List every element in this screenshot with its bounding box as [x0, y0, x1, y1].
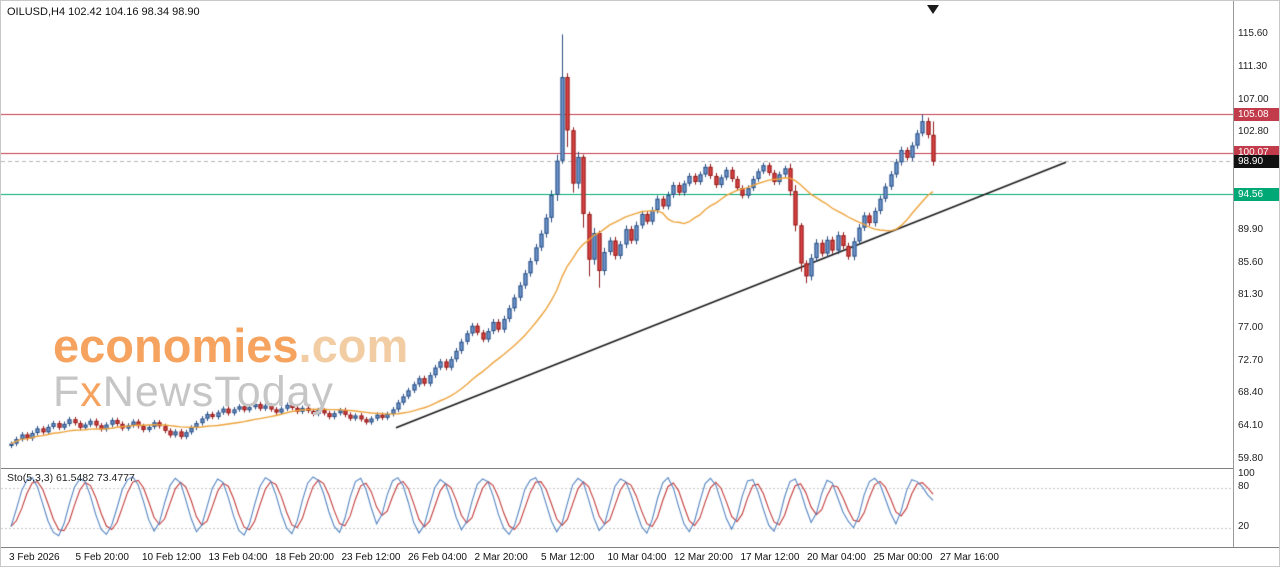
watermark-tagline: FxNewsToday — [53, 370, 408, 415]
watermark-brand: economies.com — [53, 321, 408, 370]
stoch-scale-label: 80 — [1238, 481, 1250, 493]
price-tick-label: 68.40 — [1238, 387, 1264, 399]
price-tick-label: 72.70 — [1238, 354, 1264, 366]
time-tick-label: 26 Feb 04:00 — [408, 552, 467, 563]
price-tick-label: 111.30 — [1238, 61, 1268, 73]
time-tick-label: 5 Feb 20:00 — [75, 552, 129, 563]
time-tick-label: 5 Mar 12:00 — [541, 552, 595, 563]
stoch-scale-label: 20 — [1238, 520, 1250, 532]
watermark-tagline-x: x — [80, 368, 103, 417]
stochastic-panel[interactable]: Sto(5,3,3) 61.5482 73.4777 — [1, 468, 1233, 548]
watermark-brand-suffix: .com — [298, 319, 409, 372]
watermark-tagline-rest: NewsToday — [102, 368, 335, 417]
price-badge: 98.90 — [1234, 154, 1279, 168]
time-axis[interactable]: 3 Feb 2026 5 Feb 20:00 10 Feb 12:00 13 Feb … — [1, 547, 1279, 566]
price-tick-label: 115.60 — [1238, 28, 1268, 40]
watermark-brand-main: economies — [53, 319, 299, 372]
time-tick-label: 20 Mar 04:00 — [807, 552, 866, 563]
price-tick-label: 77.00 — [1238, 322, 1264, 334]
time-tick-label: 12 Mar 20:00 — [674, 552, 733, 563]
time-tick-label: 27 Mar 16:00 — [940, 552, 999, 563]
time-tick-label: 23 Feb 12:00 — [341, 552, 401, 563]
price-tick-label: 59.80 — [1238, 452, 1264, 464]
price-badge: 94.56 — [1234, 187, 1279, 201]
price-tick-label: 102.80 — [1238, 125, 1269, 137]
price-tick-label: 107.00 — [1238, 93, 1269, 105]
indicator-label: Sto(5,3,3) 61.5482 73.4777 — [7, 472, 135, 484]
price-badge: 105.08 — [1234, 107, 1279, 121]
time-tick-label: 10 Feb 12:00 — [142, 552, 201, 563]
watermark-logo: economies.com FxNewsToday — [53, 321, 408, 415]
time-tick-label: 25 Mar 00:00 — [873, 552, 933, 563]
time-tick-label: 3 Feb 2026 — [9, 552, 60, 563]
chart-shift-marker-icon[interactable] — [927, 5, 939, 14]
price-chart-canvas[interactable] — [1, 1, 1233, 468]
price-tick-label: 85.60 — [1238, 256, 1264, 268]
price-tick-label: 81.30 — [1238, 289, 1264, 301]
price-axis[interactable]: 115.60 111.30 107.00 102.80 89.90 85.60 81.30 7… — [1233, 1, 1279, 547]
chart-symbol-ohlc: OILUSD,H4 102.42 104.16 98.34 98.90 — [7, 6, 200, 18]
price-tick-label: 89.90 — [1238, 223, 1264, 235]
time-tick-label: 13 Feb 04:00 — [208, 552, 268, 563]
time-tick-label: 18 Feb 20:00 — [275, 552, 334, 563]
price-tick-label: 64.10 — [1238, 420, 1264, 432]
stoch-scale-label: 100 — [1238, 468, 1255, 479]
time-tick-label: 10 Mar 04:00 — [607, 552, 667, 563]
main-chart[interactable]: OILUSD,H4 102.42 104.16 98.34 98.90 econ… — [1, 1, 1233, 468]
stochastic-canvas[interactable] — [1, 470, 1233, 548]
time-tick-label: 17 Mar 12:00 — [740, 552, 800, 563]
watermark-tagline-f: F — [53, 368, 81, 417]
time-tick-label: 2 Mar 20:00 — [474, 552, 528, 563]
